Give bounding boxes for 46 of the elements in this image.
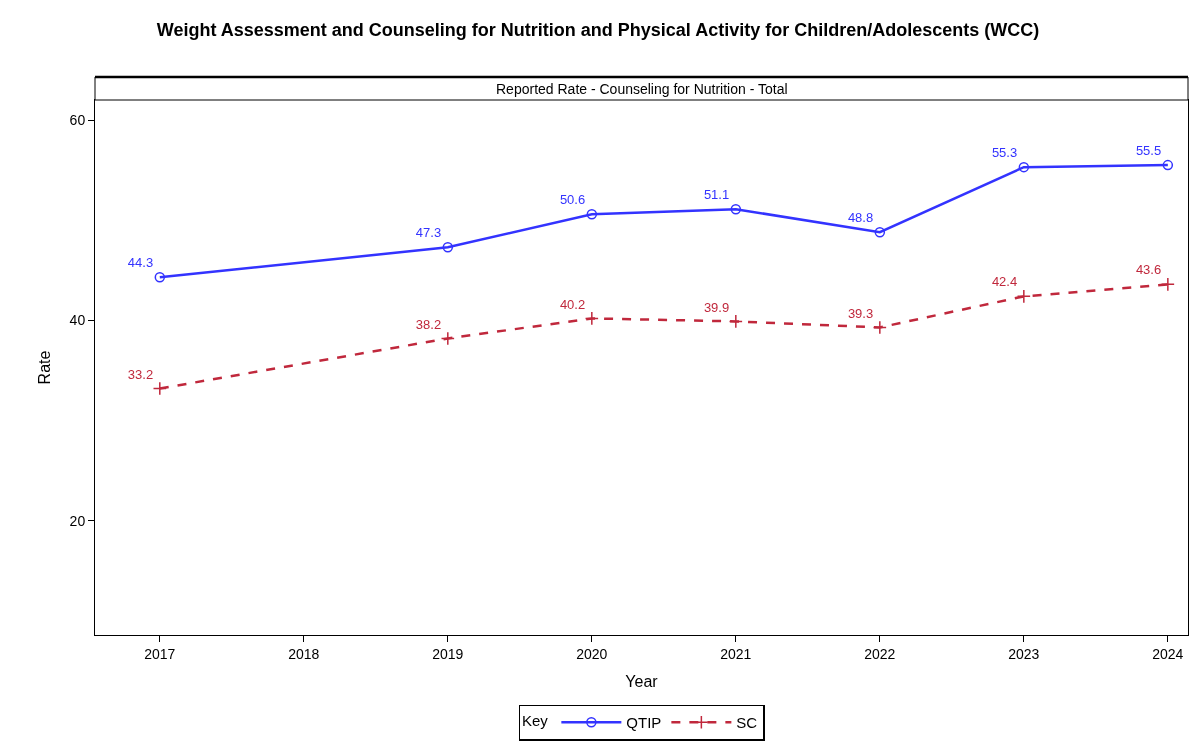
- x-tick-label: 2020: [576, 645, 608, 662]
- data-label: 43.6: [1135, 262, 1162, 278]
- data-label: 55.3: [991, 145, 1018, 161]
- point: [442, 242, 454, 253]
- legend-title: Key: [522, 711, 549, 729]
- legend-label: SC: [736, 714, 758, 732]
- data-label: 50.6: [559, 192, 586, 208]
- data-label: 38.2: [415, 316, 442, 332]
- x-tick-label: 2024: [1152, 645, 1184, 662]
- x-tick-label: 2021: [720, 645, 752, 662]
- x-tick-label: 2022: [864, 645, 896, 662]
- data-label: 42.4: [991, 274, 1018, 290]
- x-tick-label: 2019: [432, 645, 464, 662]
- data-label: 33.2: [127, 366, 154, 382]
- point: [584, 311, 599, 326]
- point: [154, 272, 166, 283]
- data-label: 44.3: [127, 255, 154, 271]
- chart-subtitle: Reported Rate - Counseling for Nutrition - Total: [496, 81, 788, 97]
- x-tick-label: 2017: [144, 645, 176, 662]
- x-tick-label: 2018: [288, 645, 320, 662]
- y-tick-label: 60: [69, 111, 86, 128]
- y-axis-title: Rate: [35, 350, 53, 385]
- y-tick-label: 40: [69, 312, 86, 329]
- legend-label: QTIP: [626, 714, 662, 732]
- point: [1016, 289, 1031, 304]
- chart-title: Weight Assessment and Counseling for Nutrition and Physical Activity for Children/Adolescents (WCC): [156, 20, 1040, 41]
- point: [730, 203, 742, 215]
- point: [152, 381, 167, 396]
- point: [1160, 277, 1175, 292]
- point: [728, 314, 743, 329]
- point: [874, 227, 886, 238]
- point: [586, 208, 598, 220]
- data-label: 48.8: [847, 210, 874, 226]
- data-label: 55.5: [1135, 143, 1162, 159]
- point: [440, 331, 455, 346]
- x-tick-label: 2023: [1008, 645, 1040, 662]
- data-label: 39.3: [847, 305, 874, 321]
- x-axis-title: Year: [625, 673, 659, 691]
- data-label: 51.1: [703, 187, 730, 203]
- data-label: 40.2: [559, 296, 586, 312]
- point: [1018, 161, 1030, 173]
- point: [872, 320, 887, 335]
- data-label: 39.9: [703, 299, 730, 315]
- point: [1162, 159, 1174, 171]
- y-tick-label: 20: [69, 512, 86, 529]
- data-label: 47.3: [415, 225, 442, 241]
